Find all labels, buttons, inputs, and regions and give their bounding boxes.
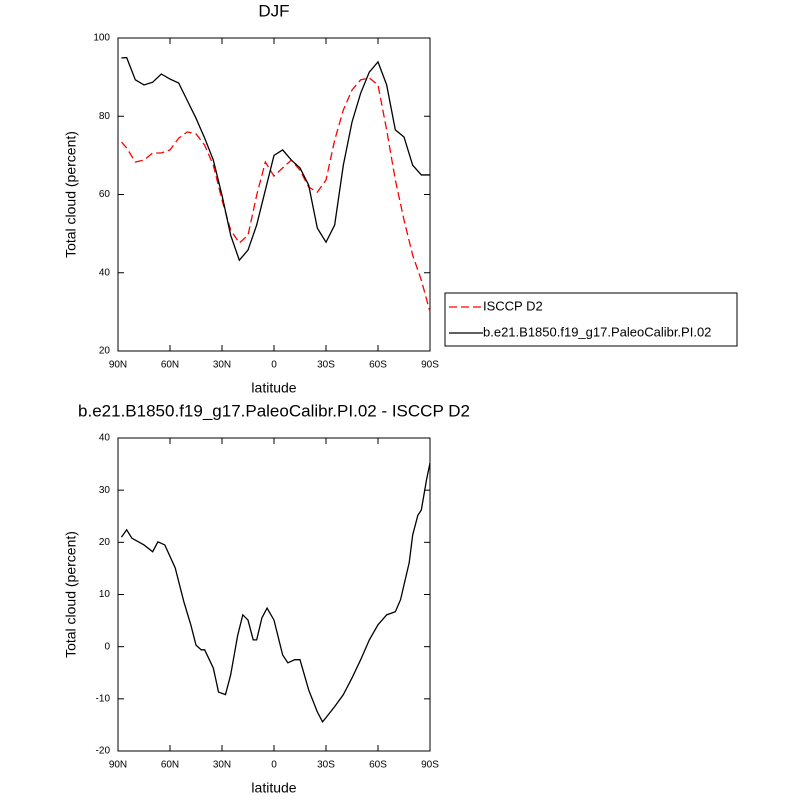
y-tick-label: 100 bbox=[93, 33, 110, 44]
x-tick-label: 0 bbox=[271, 360, 277, 371]
legend-box bbox=[444, 292, 738, 347]
x-tick-label: 90N bbox=[109, 760, 127, 771]
legend-label: ISCCP D2 bbox=[483, 298, 543, 313]
chart-title: DJF bbox=[258, 1, 289, 20]
plot-frame bbox=[117, 437, 431, 752]
y-tick-label: 40 bbox=[99, 267, 111, 278]
chart-title: b.e21.B1850.f19_g17.PaleoCalibr.PI.02 - … bbox=[78, 401, 470, 420]
x-tick-label: 90S bbox=[421, 760, 439, 771]
y-tick-label: 60 bbox=[99, 189, 111, 200]
y-tick-label: -20 bbox=[96, 746, 111, 757]
x-tick-label: 30S bbox=[317, 760, 335, 771]
data-line bbox=[121, 56, 430, 262]
x-tick-label: 30N bbox=[213, 760, 231, 771]
x-tick-label: 90N bbox=[109, 360, 127, 371]
y-tick-label: 0 bbox=[104, 641, 110, 652]
x-tick-label: 60N bbox=[161, 760, 179, 771]
x-tick-label: 60N bbox=[161, 360, 179, 371]
x-axis-label: latitude bbox=[251, 380, 296, 396]
x-axis-label: latitude bbox=[251, 780, 296, 796]
legend-label: b.e21.B1850.f19_g17.PaleoCalibr.PI.02 bbox=[483, 324, 711, 339]
y-tick-label: -10 bbox=[96, 693, 111, 704]
y-tick-label: 20 bbox=[99, 537, 111, 548]
plot-frame bbox=[117, 37, 431, 352]
x-tick-label: 90S bbox=[421, 360, 439, 371]
y-tick-label: 40 bbox=[99, 433, 111, 444]
x-tick-label: 60S bbox=[369, 760, 387, 771]
data-line bbox=[120, 77, 431, 313]
y-axis-label: Total cloud (percent) bbox=[63, 531, 79, 658]
data-line bbox=[120, 462, 431, 723]
y-tick-label: 30 bbox=[99, 485, 111, 496]
x-tick-label: 60S bbox=[369, 360, 387, 371]
x-tick-label: 30S bbox=[317, 360, 335, 371]
y-axis-label: Total cloud (percent) bbox=[63, 131, 79, 258]
y-tick-label: 20 bbox=[99, 346, 111, 357]
x-tick-label: 30N bbox=[213, 360, 231, 371]
x-tick-label: 0 bbox=[271, 760, 277, 771]
y-tick-label: 80 bbox=[99, 111, 111, 122]
y-tick-label: 10 bbox=[99, 589, 111, 600]
